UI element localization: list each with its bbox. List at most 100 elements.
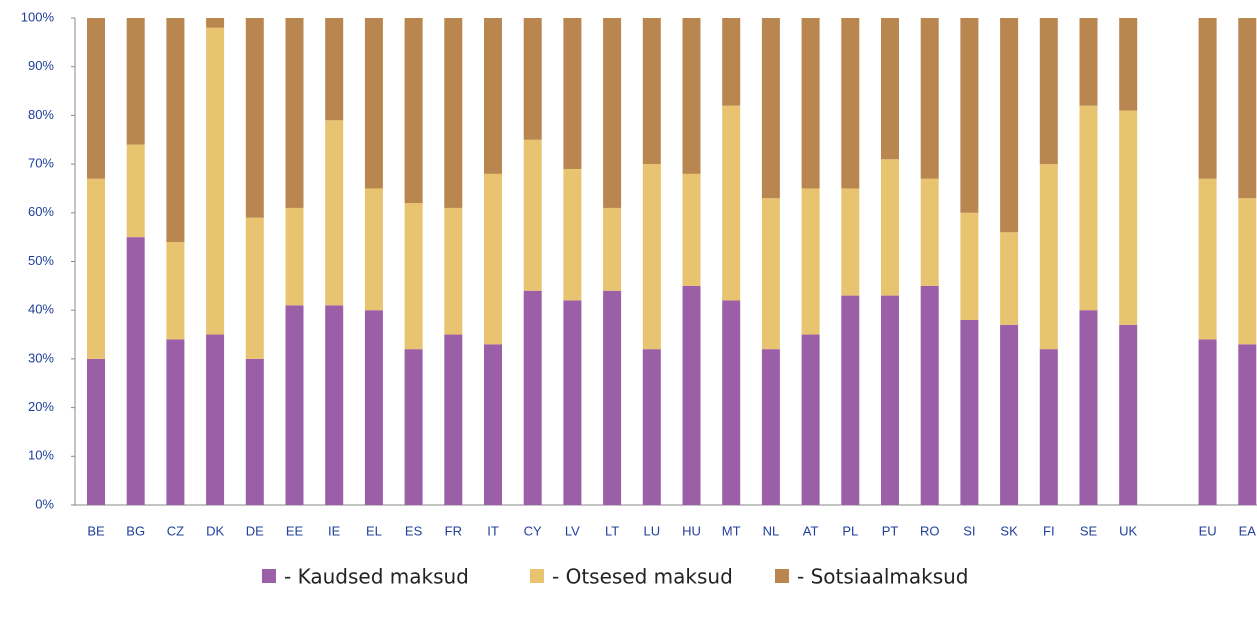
bar-segment <box>325 305 344 505</box>
x-tick-label: MT <box>722 523 741 538</box>
bar-segment <box>87 358 105 505</box>
x-tick-label: CY <box>524 523 542 538</box>
bar-segment <box>364 18 383 189</box>
bar-segment <box>881 18 899 160</box>
bar-segment <box>682 173 701 286</box>
x-tick-label: NL <box>763 523 780 538</box>
bar-segment <box>166 339 185 505</box>
bar-segment <box>1079 18 1098 106</box>
bar-segment <box>761 198 780 350</box>
bar-segment <box>1238 344 1257 505</box>
bar-segment <box>603 290 622 505</box>
bar-segment <box>960 18 979 213</box>
bar-segment <box>523 139 542 291</box>
bar-segment <box>523 18 542 140</box>
x-tick-label: SI <box>963 523 975 538</box>
legend-label: - Otsesed maksud <box>552 565 733 589</box>
x-tick-label: IT <box>487 523 499 538</box>
bar-segment <box>1039 164 1058 350</box>
y-tick-label: 60% <box>28 204 54 219</box>
bar-segment <box>841 295 860 505</box>
bar-segment <box>603 207 622 291</box>
bar-segment <box>722 300 741 505</box>
x-tick-label: BG <box>126 523 145 538</box>
bar-segment <box>1119 324 1138 505</box>
x-tick-label: LT <box>605 523 619 538</box>
bar-segment <box>404 18 423 204</box>
x-tick-label: UK <box>1119 523 1137 538</box>
bar-segment <box>166 242 185 340</box>
y-tick-label: 40% <box>28 302 54 317</box>
x-tick-label: SK <box>1000 523 1018 538</box>
bar-segment <box>444 334 463 505</box>
bar-segment <box>960 319 979 505</box>
bar-segment <box>126 18 145 145</box>
bar-segment <box>960 212 979 320</box>
x-tick-label: PT <box>882 523 899 538</box>
bar-segment <box>642 164 661 350</box>
bar-segment <box>206 18 225 28</box>
bar-segment <box>404 203 423 350</box>
bar-segment <box>801 18 820 189</box>
bar-segment <box>761 18 780 199</box>
y-tick-label: 70% <box>28 156 54 171</box>
x-tick-label: EA <box>1239 523 1257 538</box>
bar-segment <box>841 18 860 189</box>
x-tick-label: CZ <box>167 523 184 538</box>
bar-segment <box>364 310 383 505</box>
bar-segment <box>285 305 304 505</box>
legend-label: - Sotsiaalmaksud <box>797 565 969 589</box>
bar-segment <box>722 105 741 301</box>
y-tick-label: 80% <box>28 107 54 122</box>
bar-segment <box>881 159 899 296</box>
bar-segment <box>1000 324 1019 505</box>
bar-segment <box>404 349 423 505</box>
bar-segment <box>523 290 542 505</box>
bar-segment <box>245 217 264 359</box>
bar-segment <box>1198 18 1217 179</box>
x-tick-label: HU <box>682 523 701 538</box>
x-tick-label: RO <box>920 523 940 538</box>
bar-segment <box>444 207 463 335</box>
legend-swatch <box>775 569 789 583</box>
x-tick-label: DE <box>246 523 264 538</box>
x-tick-label: EE <box>286 523 304 538</box>
bar-segment <box>1119 110 1138 325</box>
bar-segment <box>1198 339 1217 505</box>
bar-segment <box>761 349 780 505</box>
bar-segment <box>1000 232 1019 325</box>
legend-label: - Kaudsed maksud <box>284 565 469 589</box>
x-tick-label: EU <box>1199 523 1217 538</box>
x-tick-label: FR <box>445 523 462 538</box>
y-tick-label: 10% <box>28 448 54 463</box>
bar-segment <box>1198 178 1217 340</box>
legend-swatch <box>530 569 544 583</box>
y-tick-label: 100% <box>21 9 55 24</box>
bar-segment <box>364 188 383 311</box>
bar-segment <box>1039 349 1058 505</box>
bar-segment <box>603 18 622 208</box>
bar-segment <box>642 349 661 505</box>
bar-segment <box>642 18 661 165</box>
bar-segment <box>920 178 939 286</box>
bar-segment <box>563 168 582 301</box>
x-tick-label: IE <box>328 523 341 538</box>
x-tick-label: FI <box>1043 523 1055 538</box>
bar-segment <box>285 18 304 208</box>
bar-segment <box>801 188 820 335</box>
bar-segment <box>1000 18 1019 233</box>
bar-segment <box>920 18 939 179</box>
bar-segment <box>206 27 225 335</box>
bar-segment <box>245 18 264 218</box>
x-tick-label: BE <box>87 523 105 538</box>
bar-segment <box>801 334 820 505</box>
y-tick-label: 50% <box>28 253 54 268</box>
bar-segment <box>881 295 899 505</box>
x-tick-label: SE <box>1080 523 1098 538</box>
bar-segment <box>325 120 344 306</box>
x-tick-label: LU <box>643 523 660 538</box>
bar-segment <box>1039 18 1058 165</box>
bar-segment <box>920 285 939 505</box>
y-tick-label: 30% <box>28 350 54 365</box>
